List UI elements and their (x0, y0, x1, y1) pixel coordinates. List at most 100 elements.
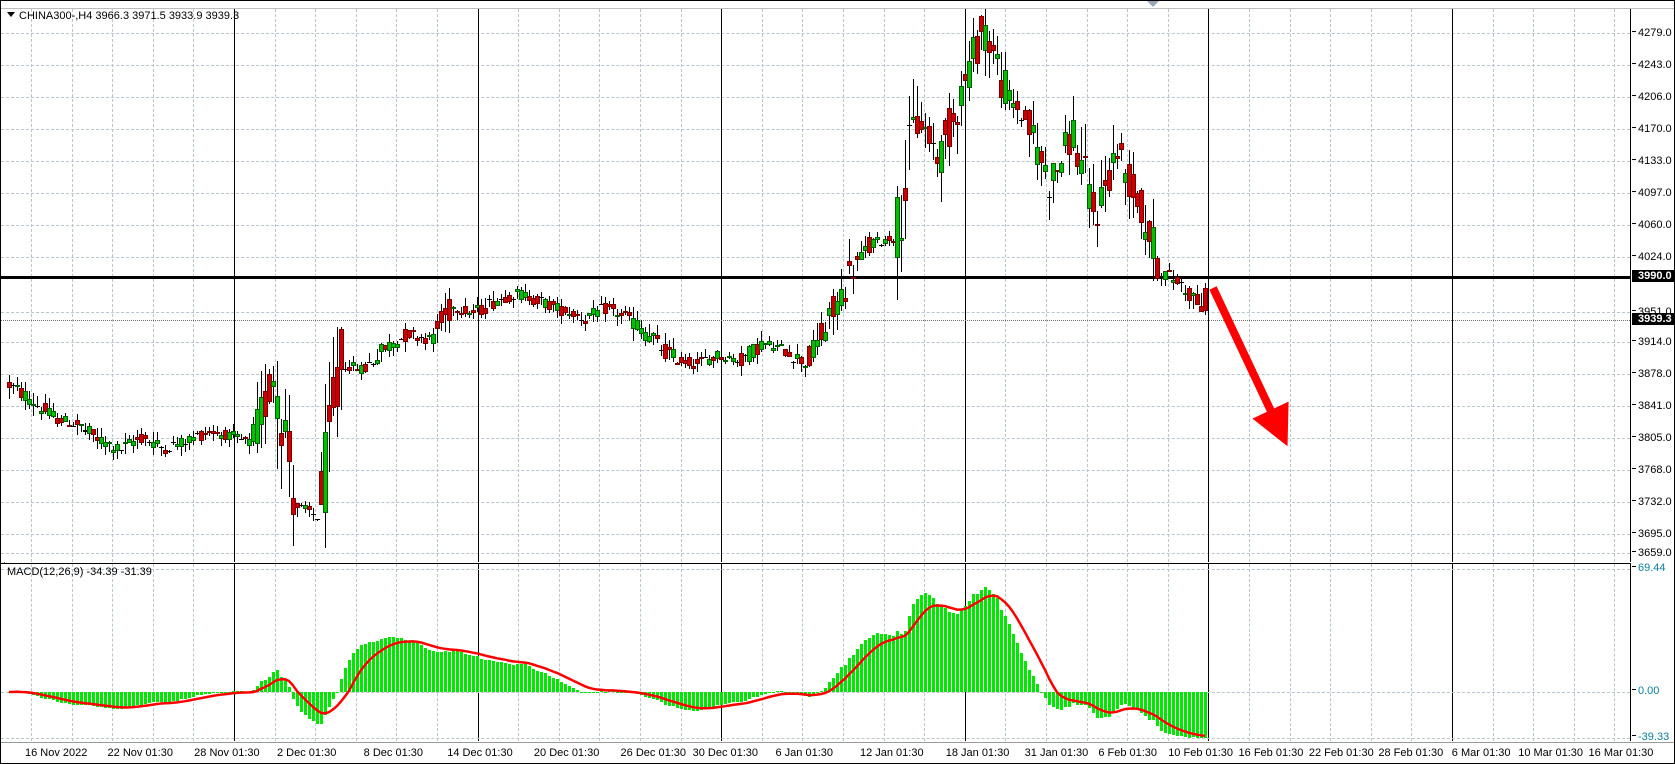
candle-body (647, 335, 652, 343)
macd-histogram-bar (988, 590, 991, 692)
macd-histogram-bar (532, 669, 535, 692)
scroll-handle-icon[interactable] (1147, 1, 1159, 7)
candle-body (675, 362, 680, 365)
last-price-badge[interactable]: 3939.3 (1632, 313, 1674, 325)
candle-wick (1045, 147, 1046, 179)
candle-body (619, 312, 624, 317)
candle-body (975, 35, 980, 64)
macd-histogram-bar (856, 649, 859, 692)
time-scale[interactable]: 16 Nov 2022 22 Nov 01:30 28 Nov 01:30 2 Dec… (1, 742, 1674, 763)
candle-body (451, 307, 456, 310)
candle-body (339, 328, 344, 370)
price-tick-label: 4097.0 (1638, 187, 1672, 199)
time-tick-label: 6 Jan 01:30 (775, 747, 834, 759)
candle-body (243, 436, 248, 439)
candle-body (31, 404, 36, 407)
price-chart-pane[interactable] (1, 9, 1631, 562)
candle-wick (781, 339, 782, 346)
chart-top-scroll-strip[interactable] (1, 1, 1674, 9)
macd-histogram-bar (420, 645, 423, 692)
candle-wick (805, 365, 806, 378)
candle-body (323, 432, 328, 514)
candle-body (195, 433, 200, 435)
candle-body (931, 142, 936, 144)
macd-histogram-bar (1184, 692, 1187, 738)
candle-body (79, 424, 84, 427)
price-scale[interactable]: 4279.0 4243.0 4206.0 4170.0 4133.0 4097.0 4060… (1632, 9, 1674, 743)
candle-body (91, 429, 96, 435)
macd-histogram-bar (120, 692, 123, 709)
macd-histogram-bar (944, 608, 947, 692)
candle-body (883, 239, 888, 244)
candle-body (815, 340, 820, 347)
macd-histogram-bar (960, 609, 963, 692)
candle-wick (649, 324, 650, 343)
price-tick-label: 3841.0 (1638, 400, 1672, 412)
macd-histogram-bar (820, 691, 823, 693)
candle-wick (1125, 168, 1126, 205)
macd-histogram-bar (864, 639, 867, 692)
level-price-badge[interactable]: 3990.0 (1632, 270, 1674, 282)
candle-wick (1101, 160, 1102, 208)
macd-histogram-bar (592, 692, 595, 693)
candle-wick (345, 362, 346, 373)
candle-body (771, 347, 776, 352)
macd-histogram-bar (328, 692, 331, 707)
macd-histogram-bar (1096, 692, 1099, 719)
macd-histogram-bar (676, 692, 679, 708)
candle-body (939, 140, 944, 174)
candle-wick (801, 356, 802, 373)
candle-wick (185, 439, 186, 453)
macd-histogram-bar (112, 692, 115, 709)
candle-body (407, 330, 412, 338)
candle-wick (81, 424, 82, 433)
macd-histogram-bar (868, 638, 871, 692)
macd-histogram-bar (924, 592, 927, 692)
macd-histogram-bar (1008, 624, 1011, 692)
macd-histogram-bar (324, 692, 327, 716)
candle-body (1083, 156, 1088, 159)
horizontal-level-line[interactable] (1, 276, 1630, 279)
macd-histogram-bar (492, 661, 495, 692)
macd-histogram-bar (1124, 692, 1127, 705)
macd-histogram-bar (1112, 692, 1115, 712)
macd-histogram-bar (1000, 610, 1003, 692)
candle-wick (297, 502, 298, 518)
chevron-down-icon[interactable] (7, 12, 15, 17)
macd-indicator-pane[interactable] (1, 563, 1631, 741)
macd-histogram-bar (260, 680, 263, 692)
macd-histogram-bar (376, 641, 379, 692)
candle-wick (69, 419, 70, 427)
candle-body (111, 450, 116, 453)
macd-histogram-bar (168, 692, 171, 703)
macd-histogram-bar (192, 692, 195, 697)
candle-wick (913, 78, 914, 123)
candle-body (75, 419, 80, 426)
grid-line-h (1, 225, 1630, 226)
candle-body (587, 313, 592, 317)
macd-histogram-bar (404, 639, 407, 692)
candle-wick (601, 295, 602, 305)
macd-histogram-bar (884, 633, 887, 692)
macd-histogram-bar (76, 692, 79, 705)
candle-wick (145, 432, 146, 446)
macd-histogram-bar (152, 692, 155, 703)
price-tick-label: 4279.0 (1638, 27, 1672, 39)
macd-histogram-bar (340, 678, 343, 692)
candle-body (811, 339, 816, 358)
grid-line-v (1452, 9, 1453, 562)
macd-histogram-bar (220, 692, 223, 693)
macd-histogram-bar (1076, 692, 1079, 705)
candle-body (655, 335, 660, 339)
macd-histogram-bar (588, 692, 591, 694)
grid-line-v (315, 9, 316, 562)
candle-body (523, 291, 528, 299)
macd-histogram-bar (768, 692, 771, 693)
candle-body (907, 124, 912, 126)
candle-body (691, 366, 696, 369)
macd-histogram-bar (764, 692, 767, 694)
grid-line-h (1, 33, 1630, 34)
grid-line-v (843, 9, 844, 562)
candle-body (847, 260, 852, 267)
candle-body (327, 404, 332, 422)
